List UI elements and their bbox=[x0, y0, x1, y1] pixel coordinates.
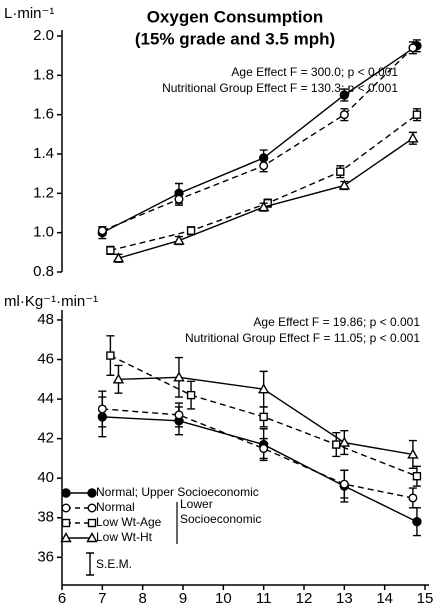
marker bbox=[174, 194, 184, 204]
marker bbox=[412, 472, 422, 481]
y-axis-label: ml·Kg⁻¹·min⁻¹ bbox=[4, 293, 98, 310]
marker bbox=[61, 503, 71, 513]
marker bbox=[86, 532, 98, 543]
marker bbox=[112, 252, 125, 263]
marker bbox=[259, 161, 269, 171]
series-line bbox=[102, 408, 414, 499]
x-tick-label: 10 bbox=[215, 590, 232, 606]
x-tick-label: 13 bbox=[336, 590, 353, 606]
marker bbox=[339, 110, 349, 120]
marker bbox=[338, 436, 351, 447]
chart-subtitle: (15% grade and 3.5 mph) bbox=[135, 29, 335, 48]
y-tick-label: 38 bbox=[37, 509, 54, 526]
y-tick-label: 46 bbox=[37, 350, 54, 367]
marker bbox=[259, 444, 269, 454]
marker bbox=[186, 390, 196, 400]
y-tick-label: 44 bbox=[37, 390, 54, 407]
marker bbox=[408, 493, 418, 503]
marker bbox=[186, 226, 196, 235]
x-tick-label: 15 bbox=[417, 590, 434, 606]
x-tick-label: 7 bbox=[98, 590, 106, 606]
marker bbox=[412, 517, 422, 527]
marker bbox=[336, 167, 345, 176]
marker bbox=[87, 488, 97, 498]
marker bbox=[174, 410, 184, 420]
legend-error-symbol bbox=[86, 552, 94, 576]
y-tick-label: 48 bbox=[37, 311, 54, 328]
marker bbox=[338, 179, 351, 190]
x-tick-label: 11 bbox=[256, 590, 272, 606]
legend-group-label: Lower bbox=[180, 497, 213, 511]
y-tick-label: 1.6 bbox=[33, 106, 54, 123]
marker bbox=[257, 201, 270, 212]
legend-error-label: S.E.M. bbox=[96, 557, 132, 571]
annotation: Age Effect F = 19.86; p < 0.001 bbox=[253, 315, 420, 329]
marker bbox=[173, 371, 185, 382]
y-tick-label: 1.8 bbox=[33, 66, 54, 83]
marker bbox=[407, 132, 419, 143]
x-tick-label: 12 bbox=[296, 590, 313, 606]
y-tick-label: 1.0 bbox=[33, 224, 54, 241]
x-tick-label: 8 bbox=[138, 590, 146, 606]
marker bbox=[97, 404, 107, 414]
marker bbox=[407, 448, 419, 459]
marker bbox=[97, 226, 107, 236]
y-tick-label: 2.0 bbox=[33, 27, 54, 44]
y-tick-label: 1.2 bbox=[33, 184, 54, 201]
marker bbox=[60, 532, 72, 543]
marker bbox=[61, 518, 71, 528]
marker bbox=[173, 234, 185, 245]
x-tick-label: 14 bbox=[376, 590, 393, 606]
y-tick-label: 1.4 bbox=[33, 145, 54, 162]
series-line bbox=[102, 416, 418, 523]
marker bbox=[332, 440, 341, 449]
legend-group-label: Socioeconomic bbox=[180, 512, 261, 526]
legend-label: Normal bbox=[96, 500, 135, 514]
marker bbox=[257, 383, 270, 394]
marker bbox=[106, 246, 115, 255]
marker bbox=[112, 373, 125, 384]
chart-title: Oxygen Consumption bbox=[147, 7, 324, 26]
y-tick-label: 0.8 bbox=[33, 263, 54, 280]
marker bbox=[339, 479, 349, 489]
marker bbox=[408, 43, 418, 53]
marker bbox=[87, 518, 97, 528]
legend-label: Normal; Upper Socioeconomic bbox=[96, 485, 259, 499]
marker bbox=[61, 488, 71, 498]
series-line bbox=[110, 114, 418, 252]
y-tick-label: 40 bbox=[37, 469, 54, 486]
y-axis-label: L·min⁻¹ bbox=[4, 5, 54, 22]
x-tick-label: 6 bbox=[58, 590, 66, 606]
legend-label: Low Wt-Age bbox=[96, 515, 162, 529]
annotation: Age Effect F = 300.0; p < 0.001 bbox=[231, 65, 398, 79]
y-tick-label: 36 bbox=[37, 548, 54, 565]
marker bbox=[87, 503, 97, 513]
marker bbox=[339, 90, 350, 100]
marker bbox=[106, 351, 115, 360]
x-tick-label: 9 bbox=[179, 590, 187, 606]
annotation: Nutritional Group Effect F = 11.05; p < … bbox=[185, 331, 420, 345]
y-tick-label: 42 bbox=[37, 430, 54, 447]
annotation: Nutritional Group Effect F = 130.3; p < … bbox=[162, 81, 398, 95]
marker bbox=[259, 412, 268, 422]
legend-label: Low Wt-Ht bbox=[96, 530, 153, 544]
marker bbox=[412, 110, 422, 119]
